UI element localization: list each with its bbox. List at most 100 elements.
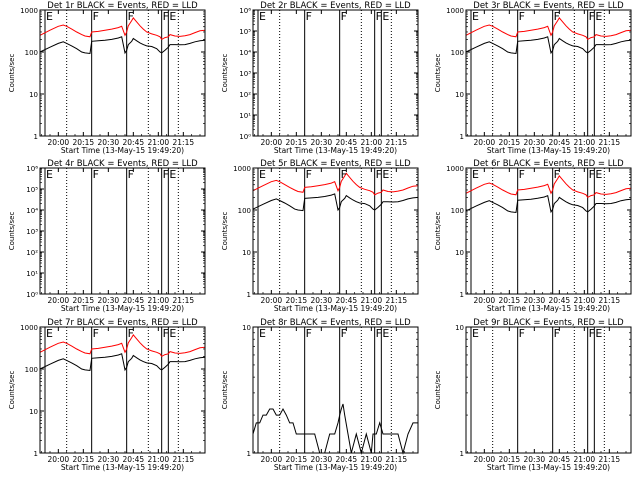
lld-series-line	[39, 334, 206, 358]
x-tick-label: 20:45	[336, 138, 358, 147]
lld-series-line	[465, 17, 632, 41]
x-tick-label: 20:30	[98, 455, 120, 464]
y-tick-label: 1	[247, 291, 251, 299]
y-tick-label: 1000	[233, 165, 251, 173]
x-tick-label: 20:30	[98, 138, 120, 147]
events-series-line	[252, 403, 418, 455]
x-tick-label: 21:00	[574, 296, 596, 305]
y-tick-label: 10	[29, 91, 38, 99]
marker-label: E	[169, 10, 176, 23]
marker-label: E	[46, 327, 53, 340]
y-tick-label: 1	[34, 450, 38, 458]
y-tick-label: 10⁶	[239, 7, 251, 15]
plot-frame	[39, 167, 206, 295]
marker-label: E	[595, 10, 602, 23]
marker-label: E	[259, 168, 266, 181]
x-tick-label: 20:45	[336, 296, 358, 305]
marker-label: F	[376, 327, 382, 340]
plot-frame	[39, 9, 206, 137]
marker-label: F	[589, 10, 595, 23]
x-tick-label: 20:15	[499, 296, 521, 305]
y-tick-label: 10	[242, 324, 251, 332]
x-tick-label: 21:00	[574, 455, 596, 464]
y-tick-label: 10²	[26, 249, 38, 257]
x-tick-label: 21:15	[173, 455, 195, 464]
lld-series-line	[252, 172, 419, 196]
marker-label: F	[519, 327, 525, 340]
lld-series-line	[39, 17, 206, 41]
marker-label: F	[163, 10, 169, 23]
events-series-line	[39, 353, 206, 372]
x-tick-label: 20:45	[549, 138, 571, 147]
marker-label: F	[128, 10, 134, 23]
x-tick-label: 20:00	[261, 138, 283, 147]
lld-series-line	[465, 175, 632, 199]
y-tick-label: 1	[247, 450, 251, 458]
marker-label: F	[93, 168, 99, 181]
y-tick-label: 10³	[239, 70, 251, 78]
panel-title: Det 3r BLACK = Events, RED = LLD	[473, 1, 624, 11]
marker-label: F	[519, 168, 525, 181]
y-tick-label: 1	[34, 133, 38, 141]
x-tick-label: 21:15	[173, 296, 195, 305]
y-axis-label: Counts/sec	[434, 371, 442, 410]
marker-label: E	[595, 327, 602, 340]
x-tick-label: 20:00	[474, 138, 496, 147]
y-tick-label: 10	[29, 408, 38, 416]
y-tick-label: 10²	[239, 91, 251, 99]
plot-frame	[252, 326, 419, 454]
x-tick-label: 21:00	[361, 455, 383, 464]
y-axis-label: Counts/sec	[434, 212, 442, 251]
x-tick-label: 20:45	[123, 296, 145, 305]
y-axis-label: Counts/sec	[221, 54, 229, 93]
x-tick-label: 20:00	[48, 138, 70, 147]
events-series-line	[465, 36, 632, 55]
x-tick-label: 21:15	[599, 296, 621, 305]
marker-label: E	[46, 168, 53, 181]
x-tick-label: 20:15	[286, 296, 308, 305]
marker-label: F	[554, 10, 560, 23]
y-axis-label: Counts/sec	[434, 54, 442, 93]
x-tick-label: 21:15	[599, 138, 621, 147]
x-tick-label: 21:15	[599, 455, 621, 464]
y-tick-label: 10⁰	[26, 291, 38, 299]
x-tick-label: 20:30	[311, 296, 333, 305]
panel-title: Det 1r BLACK = Events, RED = LLD	[47, 1, 198, 11]
plot-frame	[39, 326, 206, 454]
x-tick-label: 20:15	[499, 455, 521, 464]
y-tick-label: 10⁰	[239, 133, 251, 141]
x-tick-label: 20:30	[311, 138, 333, 147]
marker-label: E	[382, 10, 389, 23]
plot-frame	[465, 326, 632, 454]
x-tick-label: 21:15	[173, 138, 195, 147]
y-tick-label: 10⁵	[26, 186, 38, 194]
marker-label: E	[46, 10, 53, 23]
events-series-line	[39, 36, 206, 55]
y-axis-label: Counts/sec	[221, 212, 229, 251]
plot-frame	[465, 167, 632, 295]
y-tick-label: 10³	[26, 228, 38, 236]
x-axis-label: Start Time (13-May-15 19:49:20)	[274, 463, 397, 472]
marker-label: E	[382, 168, 389, 181]
marker-label: E	[472, 10, 479, 23]
y-tick-label: 1000	[20, 7, 38, 15]
y-tick-label: 10	[455, 324, 464, 332]
x-axis-label: Start Time (13-May-15 19:49:20)	[274, 304, 397, 313]
x-axis-label: Start Time (13-May-15 19:49:20)	[487, 146, 610, 155]
y-axis-label: Counts/sec	[8, 54, 16, 93]
marker-label: F	[306, 10, 312, 23]
panel-title: Det 4r BLACK = Events, RED = LLD	[47, 159, 198, 169]
y-tick-label: 10	[455, 91, 464, 99]
y-tick-label: 100	[238, 207, 251, 215]
y-tick-label: 1	[460, 450, 464, 458]
x-tick-label: 20:30	[524, 138, 546, 147]
x-axis-label: Start Time (13-May-15 19:49:20)	[61, 304, 184, 313]
y-tick-label: 10	[242, 249, 251, 257]
marker-label: E	[259, 10, 266, 23]
